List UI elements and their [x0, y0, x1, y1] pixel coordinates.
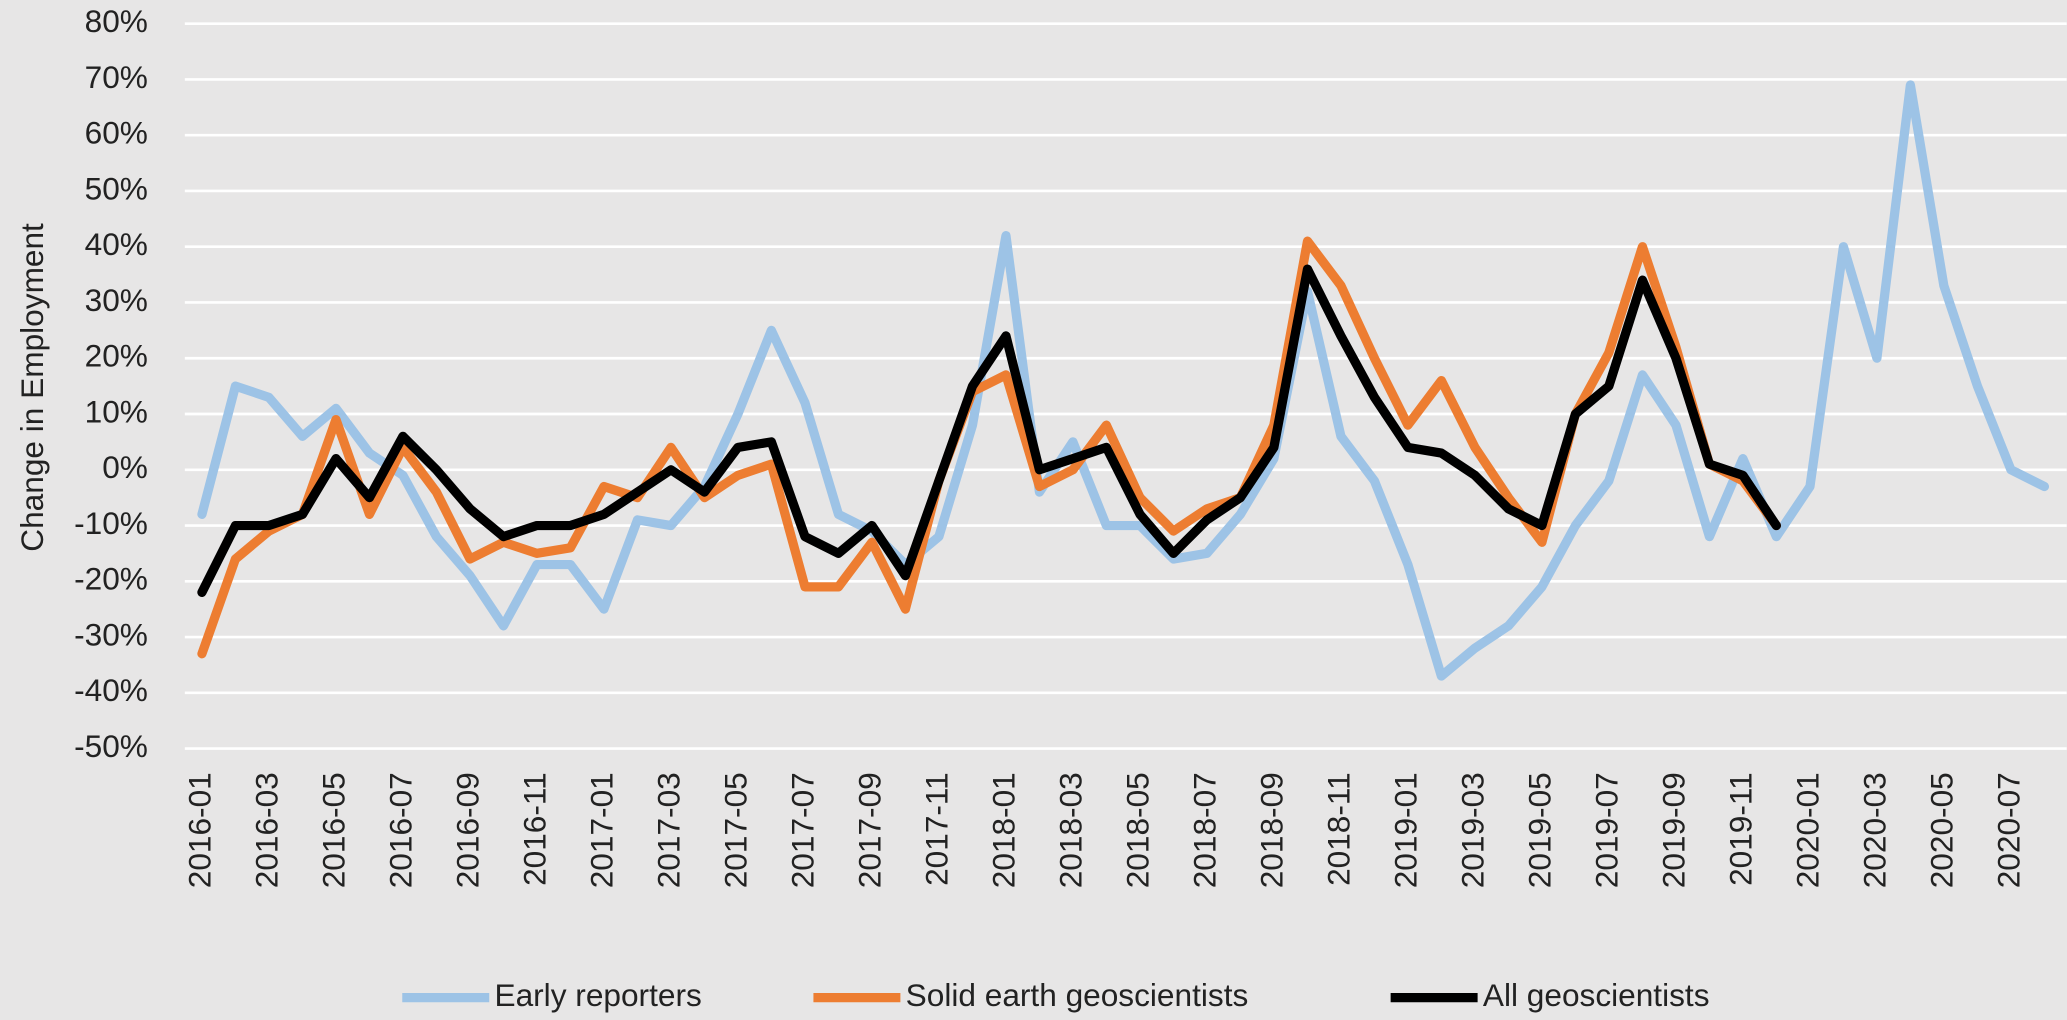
y-tick-label: 50% — [85, 170, 148, 206]
x-tick-label: 2016-07 — [382, 772, 418, 888]
legend-label: Early reporters — [495, 977, 702, 1013]
x-tick-label: 2019-01 — [1387, 772, 1423, 888]
x-tick-label: 2017-03 — [650, 772, 686, 888]
y-tick-label: 0% — [102, 449, 148, 485]
x-tick-label: 2018-09 — [1253, 772, 1289, 888]
x-tick-label: 2019-07 — [1588, 772, 1624, 888]
y-tick-label: -50% — [74, 728, 148, 764]
x-tick-label: 2019-03 — [1454, 772, 1490, 888]
legend-label: Solid earth geoscientists — [906, 977, 1249, 1013]
series-line — [197, 236, 1781, 659]
y-tick-label: -30% — [74, 616, 148, 652]
y-tick-label: -20% — [74, 561, 148, 597]
x-tick-label: 2018-07 — [1186, 772, 1222, 888]
x-tick-label: 2017-11 — [918, 772, 954, 886]
y-tick-label: 10% — [85, 393, 148, 429]
y-tick-label: 80% — [85, 3, 148, 39]
series-line — [197, 264, 1781, 597]
x-tick-label: 2019-11 — [1722, 772, 1758, 886]
x-tick-label: 2016-11 — [516, 772, 552, 886]
y-tick-label: 30% — [85, 282, 148, 318]
y-tick-label: 20% — [85, 338, 148, 374]
x-tick-label: 2016-09 — [449, 772, 485, 888]
x-tick-label: 2017-05 — [717, 772, 753, 888]
y-tick-label: 60% — [85, 115, 148, 151]
x-tick-label: 2016-01 — [181, 772, 217, 888]
x-tick-label: 2016-05 — [315, 772, 351, 888]
y-axis-label: Change in Employment — [14, 223, 50, 552]
x-tick-label: 2018-05 — [1119, 772, 1155, 888]
x-tick-label: 2018-03 — [1052, 772, 1088, 888]
x-tick-label: 2017-07 — [784, 772, 820, 888]
y-tick-label: 40% — [85, 226, 148, 262]
x-tick-label: 2016-03 — [248, 772, 284, 888]
y-tick-label: 70% — [85, 59, 148, 95]
x-tick-label: 2019-09 — [1655, 772, 1691, 888]
y-tick-label: -10% — [74, 505, 148, 541]
x-tick-label: 2017-09 — [851, 772, 887, 888]
x-tick-label: 2020-07 — [1990, 772, 2026, 888]
series-line — [197, 80, 2050, 681]
x-tick-label: 2018-11 — [1320, 772, 1356, 886]
legend-label: All geoscientists — [1483, 977, 1710, 1013]
x-tick-label: 2018-01 — [985, 772, 1021, 888]
x-tick-label: 2020-05 — [1923, 772, 1959, 888]
x-tick-label: 2019-05 — [1521, 772, 1557, 888]
x-tick-label: 2017-01 — [583, 772, 619, 888]
x-tick-label: 2020-01 — [1789, 772, 1825, 888]
y-tick-label: -40% — [74, 672, 148, 708]
x-tick-label: 2020-03 — [1856, 772, 1892, 888]
